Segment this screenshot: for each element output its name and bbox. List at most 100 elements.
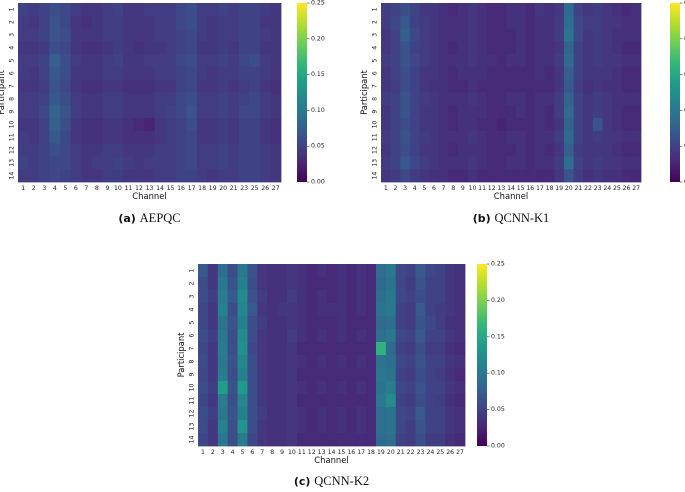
heatmap-cell xyxy=(435,381,446,395)
heatmap-cell xyxy=(429,169,440,183)
heatmap-cell xyxy=(563,54,574,68)
heatmap-cell xyxy=(376,381,387,395)
heatmap-cell xyxy=(356,316,367,330)
heatmap-cell xyxy=(18,169,29,183)
heatmap-cell xyxy=(366,355,377,369)
heatmap-cell xyxy=(631,15,642,29)
heatmap-cell xyxy=(438,169,449,183)
heatmap-cell xyxy=(486,92,497,106)
heatmap-cell xyxy=(395,290,407,304)
heatmap-cell xyxy=(91,79,103,93)
heatmap-cell xyxy=(336,368,347,382)
x-tick-label: 25 xyxy=(251,185,259,192)
heatmap-cell xyxy=(448,92,459,106)
heatmap-cell xyxy=(237,290,248,304)
heatmap-cell xyxy=(381,143,392,157)
heatmap-cell xyxy=(123,41,135,55)
heatmap-cell xyxy=(554,15,565,29)
heatmap-cell xyxy=(238,3,250,17)
heatmap-cell xyxy=(525,156,536,170)
x-tick-label: 24 xyxy=(603,185,611,192)
heatmap-cell xyxy=(602,169,613,183)
colorbar-tick-label: 0.20 xyxy=(491,297,505,304)
heatmap-cell xyxy=(455,381,466,395)
heatmap-cell xyxy=(228,156,240,170)
heatmap-cell xyxy=(81,54,93,68)
heatmap-cell xyxy=(573,79,584,93)
heatmap-cell xyxy=(602,105,613,119)
heatmap-cell xyxy=(267,381,278,395)
heatmap-cell xyxy=(415,394,426,408)
heatmap-cell xyxy=(415,303,426,317)
heatmap-cell xyxy=(602,15,613,29)
heatmap-cell xyxy=(175,41,187,55)
heatmap-cell xyxy=(535,28,546,42)
heatmap-cell xyxy=(249,15,261,29)
heatmap-cell xyxy=(277,368,288,382)
heatmap-cell xyxy=(496,143,507,157)
heatmap-cell xyxy=(486,41,497,55)
heatmap-cell xyxy=(467,169,478,183)
heatmap-cell xyxy=(346,303,357,317)
heatmap-cell xyxy=(544,66,555,81)
heatmap-cell xyxy=(287,394,298,408)
heatmap-cell xyxy=(376,368,387,382)
heatmap-cell xyxy=(631,66,642,81)
heatmap-cell xyxy=(612,130,623,145)
heatmap-cell xyxy=(448,169,459,183)
y-tick-label: 9 xyxy=(189,372,196,376)
heatmap-cell xyxy=(535,54,546,68)
heatmap-cell xyxy=(346,381,357,395)
heatmap-cell xyxy=(535,130,546,145)
heatmap-cell xyxy=(583,54,594,68)
heatmap-cell xyxy=(144,143,156,157)
heatmap-cell xyxy=(356,342,367,356)
heatmap-cell xyxy=(60,28,71,42)
x-tick-label: 8 xyxy=(95,185,99,192)
heatmap-cell xyxy=(554,118,565,132)
heatmap-cell xyxy=(123,118,135,132)
heatmap-cell xyxy=(425,368,436,382)
heatmap-cell xyxy=(175,169,187,183)
heatmap-cell xyxy=(144,28,156,42)
heatmap-cell xyxy=(506,143,517,157)
heatmap-cell xyxy=(583,92,594,106)
heatmap-cell xyxy=(631,118,642,132)
heatmap-cell xyxy=(247,381,258,395)
heatmap-cell xyxy=(621,41,632,55)
heatmap-cell xyxy=(28,92,40,106)
heatmap-cell xyxy=(486,118,497,132)
heatmap-cell xyxy=(346,329,357,343)
heatmap-cell xyxy=(544,79,555,93)
heatmap-cell xyxy=(525,130,536,145)
heatmap-cell xyxy=(154,54,166,68)
heatmap-cell xyxy=(249,66,261,81)
heatmap-cell xyxy=(554,79,565,93)
heatmap-cell xyxy=(306,264,318,278)
heatmap-cell xyxy=(419,79,430,93)
heatmap-cell xyxy=(257,420,268,434)
heatmap-cell xyxy=(477,28,488,42)
heatmap-cell xyxy=(525,66,536,81)
heatmap-cell xyxy=(326,420,337,434)
y-tick-label: 10 xyxy=(9,120,16,128)
heatmap-cell xyxy=(592,79,603,93)
heatmap-cell xyxy=(207,105,219,119)
heatmap-cell xyxy=(28,169,40,183)
heatmap-cell xyxy=(228,66,240,81)
heatmap-cell xyxy=(592,169,603,183)
heatmap-cell xyxy=(448,15,459,29)
heatmap-cell xyxy=(39,169,50,183)
heatmap-cell xyxy=(277,420,288,434)
heatmap-cell xyxy=(458,66,469,81)
heatmap-cell xyxy=(165,3,177,17)
x-tick-label: 26 xyxy=(261,185,269,192)
heatmap-cell xyxy=(409,169,420,183)
heatmap-cell xyxy=(228,130,240,145)
heatmap-cell xyxy=(306,368,318,382)
heatmap-cell xyxy=(217,143,229,157)
y-tick-label: 11 xyxy=(372,133,379,141)
heatmap-cell xyxy=(515,92,526,106)
heatmap-cell xyxy=(400,118,411,132)
heatmap-cell xyxy=(247,264,258,278)
